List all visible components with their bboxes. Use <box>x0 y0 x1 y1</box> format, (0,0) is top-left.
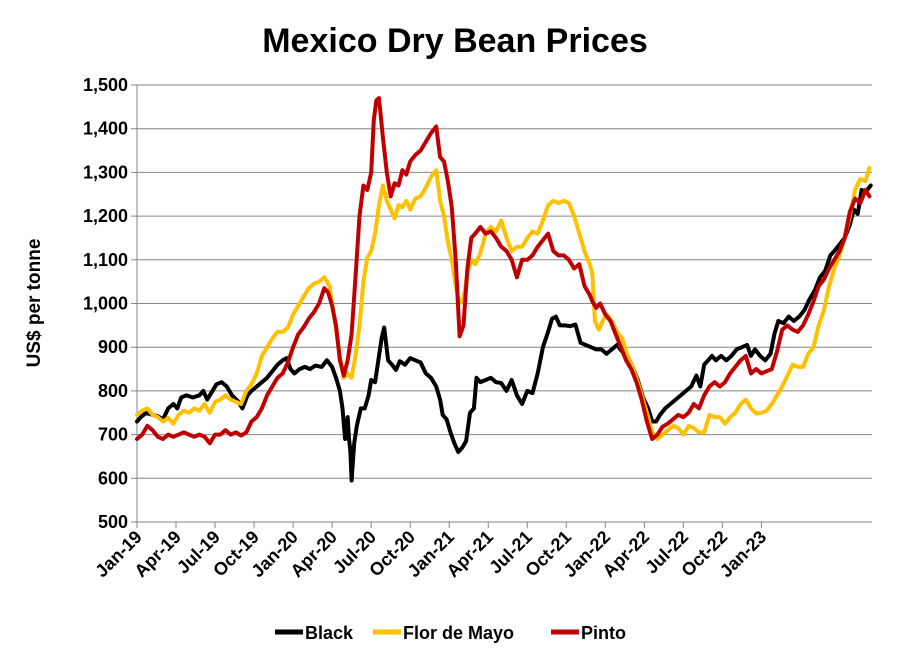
y-tick-label-1200: 1,200 <box>83 206 128 226</box>
gridlines <box>137 84 872 479</box>
x-tick-labels: Jan-19Apr-19Jul-19Oct-19Jan-20Apr-20Jul-… <box>91 527 770 581</box>
y-tick-label-1500: 1,500 <box>83 75 128 95</box>
series-lines <box>135 96 873 483</box>
y-tick-label-900: 900 <box>98 337 128 357</box>
y-tick-label-1400: 1,400 <box>83 119 128 139</box>
y-tick-label-500: 500 <box>98 512 128 532</box>
series-line-black <box>135 183 873 483</box>
legend: Black Flor de Mayo Pinto <box>275 623 626 643</box>
axes <box>131 84 872 528</box>
y-tick-label-800: 800 <box>98 381 128 401</box>
y-tick-labels: 500 600 700 800 900 1,000 1,100 1,200 1,300 1,400… <box>83 75 128 532</box>
chart-title: Mexico Dry Bean Prices <box>262 22 648 60</box>
legend-label-flor-de-mayo: Flor de Mayo <box>403 623 514 643</box>
series-line-pinto <box>135 96 872 446</box>
y-tick-label-600: 600 <box>98 468 128 488</box>
legend-label-black: Black <box>305 623 354 643</box>
y-tick-label-1300: 1,300 <box>83 162 128 182</box>
y-axis-label: US$ per tonne <box>24 239 45 368</box>
y-tick-label-700: 700 <box>98 425 128 445</box>
y-tick-label-1000: 1,000 <box>83 294 128 314</box>
legend-label-pinto: Pinto <box>581 623 626 643</box>
y-tick-label-1100: 1,100 <box>83 250 128 270</box>
